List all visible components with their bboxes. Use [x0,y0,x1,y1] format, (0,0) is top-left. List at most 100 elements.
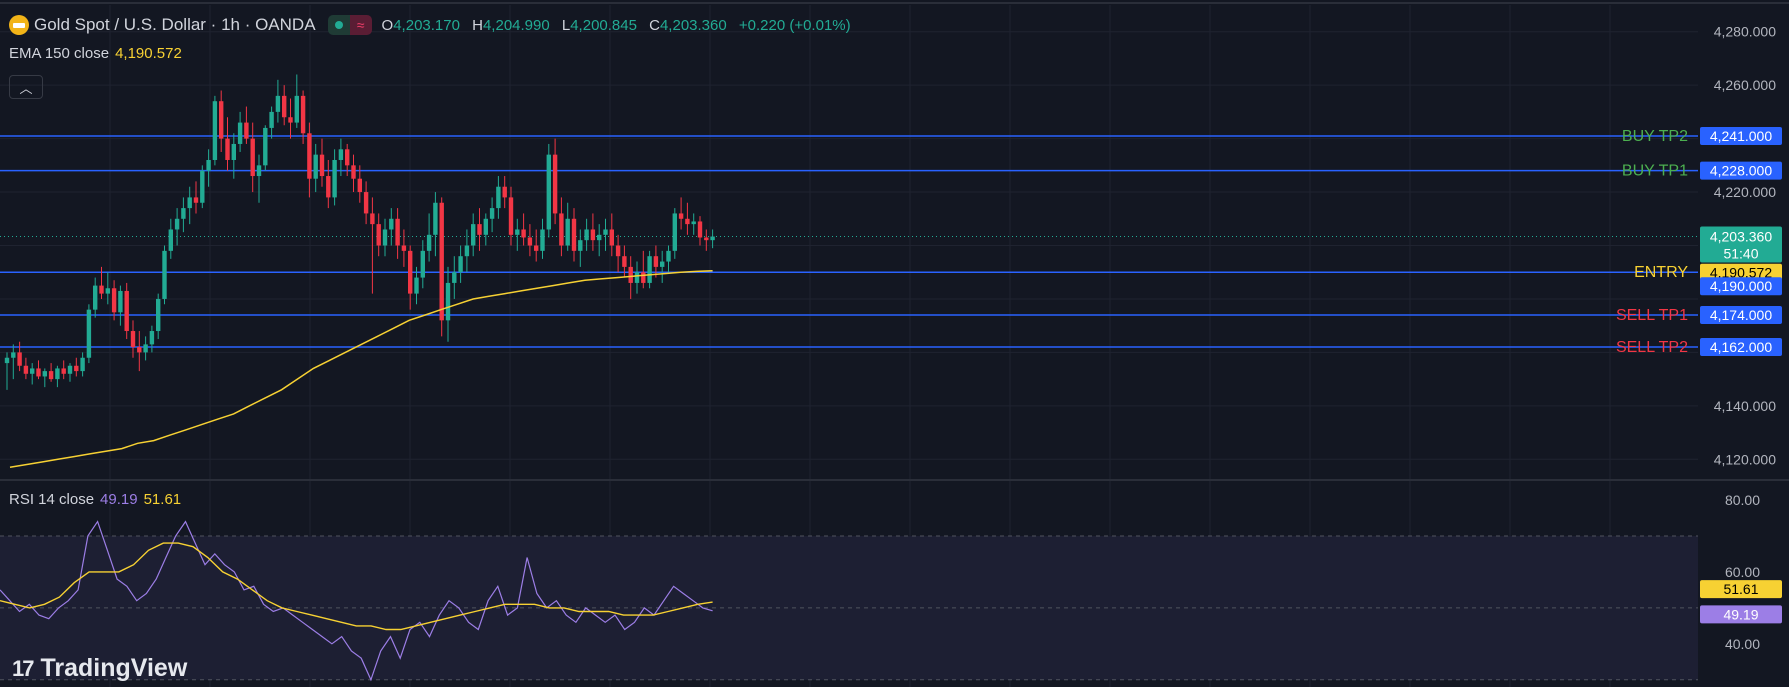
ema-line [9,269,713,469]
low-label: L [561,16,571,34]
candle-body [48,371,54,380]
candle-body [4,357,10,364]
level-label: ENTRY [1634,264,1688,281]
candle-body [471,224,476,246]
candle-body [11,352,16,358]
candle-body [288,117,293,123]
candle-body [244,122,249,139]
candle-body [357,178,362,193]
candle-body [477,224,482,235]
candle-body [99,285,104,294]
collapse-legend-button[interactable]: ︿ [9,75,43,99]
candle-body [137,347,142,353]
ema-price-tag-bg [1700,263,1782,282]
candle-body [225,138,230,160]
candle-body [571,218,577,251]
candle-body [269,111,274,128]
symbol-header: Gold Spot / U.S. Dollar · 1h · OANDA ≈ O… [9,14,859,36]
candle-body [263,127,268,166]
level-tag-bg [1700,161,1782,180]
candle-body [256,165,262,177]
candle-body [187,197,192,209]
candlestick-series [4,74,715,390]
candle-body [433,202,438,235]
tradingview-wordmark: TradingView [40,654,188,682]
candle-body [641,272,646,283]
price-tick-label: 4,120.000 [1714,451,1776,467]
candle-body [408,250,413,294]
trade-levels: BUY TP2 BUY TP1 ENTRY SELL TP1 SELL TP2 [0,128,1698,356]
candle-body [710,236,715,241]
candle-body [275,95,281,112]
candle-body [552,154,558,214]
change-value: +0.220 (+0.01%) [738,16,851,34]
candle-body [105,288,110,294]
candle-body [55,368,60,380]
candle-body [534,245,539,251]
rsi-legend[interactable]: RSI 14 close 49.19 51.61 [9,491,181,508]
ema-legend[interactable]: EMA 150 close 4,190.572 [9,45,182,62]
candle-body [206,159,211,171]
candle-body [162,250,167,299]
symbol-title[interactable]: Gold Spot / U.S. Dollar · 1h · OANDA [34,15,316,34]
candle-body [332,159,337,198]
rsi-tag-bg [1700,605,1782,624]
open-label: O [381,16,394,34]
candle-body [30,368,35,374]
candle-body [130,331,136,348]
candle-body [426,234,432,251]
rsi-label: RSI 14 close [9,491,95,508]
candle-body [143,344,148,353]
candle-body [660,261,665,267]
candle-body [603,229,608,235]
level-tag: 4,174.000 [1710,307,1772,323]
candle-body [697,221,703,238]
rsi-ma-tag: 51.61 [1723,581,1758,597]
candle-body [319,154,325,177]
price-tick-label: 4,220.000 [1714,184,1776,200]
candle-body [597,234,602,241]
ohlc-readout: O4,203.170 H4,204.990 L4,200.845 C4,203.… [382,17,859,34]
rsi-value: 49.19 [100,491,138,508]
ema-150-line [9,269,713,469]
candle-body [565,218,570,246]
candle-body [23,365,29,374]
candle-body [389,218,394,230]
candle-body [313,154,318,179]
candle-body [584,229,589,241]
level-tag: 4,162.000 [1710,339,1772,355]
entry-level-tag: 4,190.000 [1710,278,1772,294]
price-tick-label: 4,140.000 [1714,398,1776,414]
candle-body [174,218,180,230]
candle-body [704,237,709,241]
candle-body [540,229,545,251]
candle-body [452,272,457,283]
rsi-ma-line [0,542,713,631]
candle-body [666,250,671,262]
price-axis[interactable]: 4,120.000 4,140.000 4,220.000 4,260.000 4,28… [1714,24,1776,652]
candle-body [307,133,312,179]
candle-body [559,213,564,246]
open-value: 4,203.170 [393,16,460,34]
candle-body [93,285,98,310]
candle-body [414,277,419,294]
market-status[interactable]: ≈ [327,15,372,35]
candle-body [111,288,117,313]
candle-body [74,365,79,372]
candle-body [250,138,255,177]
candle-body [42,371,47,377]
level-label: SELL TP1 [1616,307,1688,324]
level-tag-bg [1700,338,1782,357]
candle-body [149,331,155,345]
candle-body [464,245,470,257]
candle-body [338,149,344,160]
candle-body [615,245,621,257]
current-price-tag-bg [1700,226,1782,263]
axis-price-tags: 4,241.000 4,228.000 4,174.000 4,162.000 4,20… [1700,126,1782,624]
ema-value: 4,190.572 [115,45,182,62]
tradingview-logo[interactable]: 17 TradingView [12,654,187,683]
candle-body [672,213,677,251]
candle-body [502,186,507,198]
candle-body [345,149,350,166]
